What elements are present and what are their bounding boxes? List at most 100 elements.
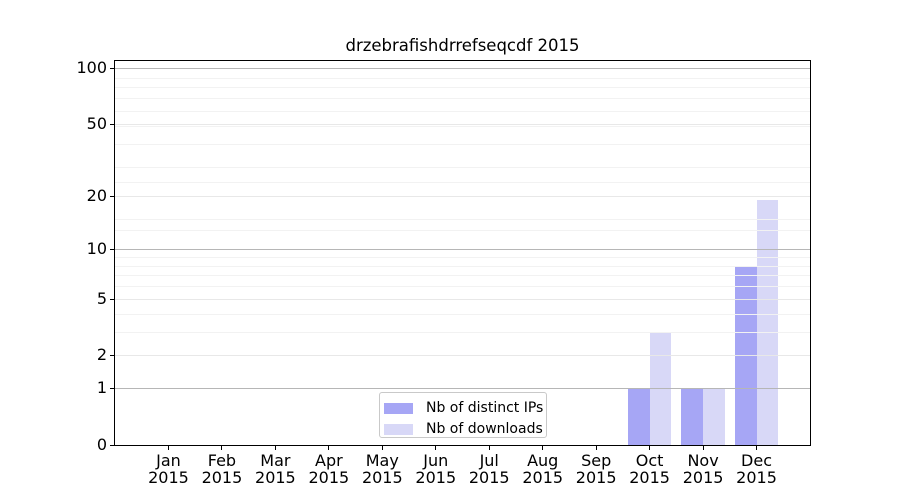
y-gridline-minor [115,229,810,231]
x-tick-year: 2015 [736,468,777,487]
y-tick [110,298,114,300]
y-tick [110,388,114,390]
y-tick-label: 10 [86,239,107,259]
x-tick-month: Mar [260,451,291,470]
y-gridline-minor [115,275,810,277]
x-tick-label: Dec 2015 [717,452,797,486]
x-tick [488,445,490,450]
x-tick-month: Nov [687,451,719,470]
x-tick-year: 2015 [575,468,617,487]
x-tick-month: Aug [527,451,559,470]
x-tick [649,445,651,450]
y-gridline-minor [115,125,810,127]
y-gridline-major [115,298,810,300]
bar-segment [734,265,757,445]
y-gridline-minor [115,110,810,112]
y-tick-label: 0 [96,435,107,454]
y-gridline-minor [115,98,810,100]
x-tick [221,445,223,450]
x-tick-year: 2015 [361,468,403,487]
x-tick-label: Sep 2015 [556,452,636,486]
y-gridline-minor [115,265,810,267]
y-tick [110,355,114,357]
x-tick-label: May 2015 [342,452,422,486]
y-gridline-minor [115,331,810,333]
y-tick-label: 50 [86,113,107,133]
y-tick [110,123,114,125]
y-gridline-minor [115,218,810,220]
y-gridline-major [115,196,810,198]
y-gridline-major [115,355,810,357]
x-tick-year: 2015 [255,468,296,487]
x-tick-label: Jun 2015 [396,452,476,486]
legend-label-downloads: Nb of downloads [426,421,543,437]
x-tick-label: Feb 2015 [182,452,262,486]
y-tick-label: 1 [96,378,107,398]
x-tick-year: 2015 [308,468,350,487]
y-gridline-major [115,123,810,125]
x-tick [328,445,330,450]
x-tick-month: Sep [581,451,612,470]
y-gridline-decade [115,249,810,251]
legend-item-downloads: Nb of downloads [384,421,546,437]
y-gridline-minor [115,143,810,145]
y-tick-label: 5 [96,288,107,308]
x-tick-month: Feb [207,451,237,470]
legend-swatch-distinct-ips [384,402,413,414]
y-gridline-minor [115,77,810,79]
x-tick [542,445,544,450]
x-tick-year: 2015 [415,468,457,487]
x-tick-month: Jan [156,451,181,470]
y-gridline-minor [115,286,810,288]
bar-segment [703,388,725,445]
x-tick [167,445,169,450]
x-tick-label: Jul 2015 [449,452,529,486]
y-tick [110,68,114,70]
y-gridline-decade [115,388,810,390]
x-tick [435,445,437,450]
x-tick-year: 2015 [522,468,564,487]
x-tick-month: Oct [635,451,664,470]
x-tick-month: Dec [741,451,773,470]
bar-segment [627,388,650,445]
x-tick [702,445,704,450]
y-gridline-decade [115,68,810,70]
y-tick-label: 20 [86,186,107,206]
bar-segment [681,388,704,445]
x-tick-label: Jan 2015 [128,452,208,486]
x-tick-month: Jun [423,451,449,470]
x-tick [381,445,383,450]
x-tick-year: 2015 [682,468,724,487]
chart-title: drzebrafishdrrefseqcdf 2015 [345,36,580,55]
legend-swatch-downloads [384,423,413,435]
y-gridline-minor [115,257,810,258]
x-tick [595,445,597,450]
x-tick [274,445,276,450]
x-tick-label: Aug 2015 [503,452,583,486]
y-tick-label: 100 [76,58,107,78]
plot-area: Nb of distinct IPs Nb of downloads 0 1 2 5 1… [76,59,811,486]
bar-segment [649,331,672,445]
legend: Nb of distinct IPs Nb of downloads [379,392,547,438]
x-tick-year: 2015 [148,468,189,487]
y-gridline-minor [115,313,810,315]
x-tick-month: May [365,451,399,470]
x-tick-label: Nov 2015 [663,452,743,486]
bar-segment [756,200,779,445]
x-tick-year: 2015 [201,468,243,487]
x-tick-year: 2015 [629,468,670,487]
y-gridline-minor [115,87,810,89]
x-tick-label: Apr 2015 [289,452,369,486]
y-tick [110,445,114,446]
y-gridline-minor [115,167,810,169]
x-tick-label: Mar 2015 [235,452,315,486]
y-tick [110,196,114,198]
x-tick-month: Apr [315,451,343,470]
y-tick-label: 2 [96,345,107,365]
x-tick-year: 2015 [468,468,510,487]
y-gridline-minor [115,182,810,184]
x-tick [756,445,758,450]
x-tick-month: Jul [479,451,499,470]
y-tick [110,249,114,251]
